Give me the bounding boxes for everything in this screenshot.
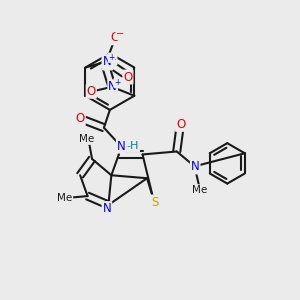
Text: O: O <box>110 31 120 44</box>
Text: Me: Me <box>192 185 207 195</box>
Text: O: O <box>123 70 133 83</box>
Text: Me: Me <box>57 193 72 202</box>
Text: O: O <box>176 118 185 131</box>
Text: N: N <box>117 140 125 153</box>
Text: O: O <box>76 112 85 125</box>
Text: S: S <box>151 196 158 208</box>
Text: +: + <box>114 79 121 88</box>
Text: N: N <box>102 55 111 68</box>
Text: N: N <box>191 160 200 173</box>
Text: -H: -H <box>127 141 139 151</box>
Text: O: O <box>103 57 112 70</box>
Text: N: N <box>108 80 117 93</box>
Text: Me: Me <box>79 134 94 144</box>
Text: −: − <box>116 29 124 39</box>
Text: +: + <box>108 53 115 62</box>
Text: N: N <box>103 202 111 215</box>
Text: O: O <box>87 85 96 98</box>
Text: −: − <box>109 55 117 65</box>
